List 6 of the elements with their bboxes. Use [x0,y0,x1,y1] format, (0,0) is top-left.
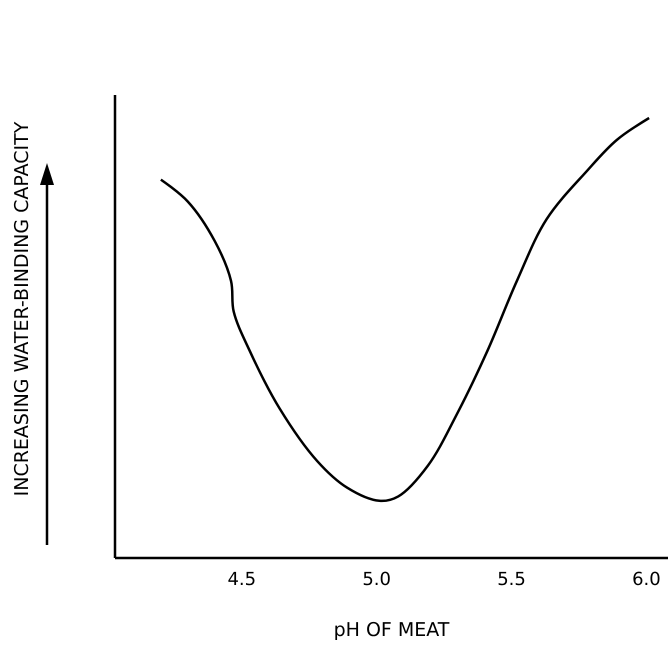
x-tick-label: 5.5 [497,568,526,590]
x-axis-title: pH OF MEAT [334,619,450,641]
x-tick-label: 5.0 [362,568,391,590]
x-tick-label: 6.0 [632,568,661,590]
y-axis-title: INCREASING WATER-BINDING CAPACITY [11,121,33,496]
x-tick-label: 4.5 [227,568,256,590]
